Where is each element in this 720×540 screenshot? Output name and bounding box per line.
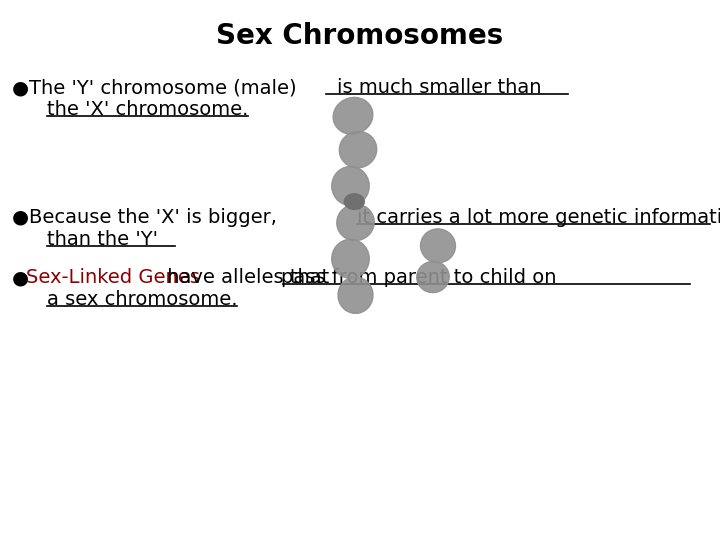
Ellipse shape xyxy=(344,194,364,210)
Text: the 'X' chromosome.: the 'X' chromosome. xyxy=(47,100,248,119)
Ellipse shape xyxy=(333,97,373,134)
Ellipse shape xyxy=(339,131,377,168)
Text: pass from parent to child on: pass from parent to child on xyxy=(281,268,557,287)
Text: ●Because the 'X' is bigger,: ●Because the 'X' is bigger, xyxy=(12,208,283,227)
Text: it carries a lot more genetic information: it carries a lot more genetic informatio… xyxy=(357,208,720,227)
Text: Sex-Linked Genes: Sex-Linked Genes xyxy=(26,268,200,287)
Text: X: X xyxy=(305,158,315,171)
Ellipse shape xyxy=(337,204,374,241)
Text: is much smaller than: is much smaller than xyxy=(337,78,541,97)
Text: ●The 'Y' chromosome (male): ●The 'Y' chromosome (male) xyxy=(12,78,303,97)
Text: than the 'Y': than the 'Y' xyxy=(47,230,158,249)
Ellipse shape xyxy=(338,277,373,313)
Text: ●: ● xyxy=(12,268,29,287)
Ellipse shape xyxy=(332,166,369,206)
Text: Y: Y xyxy=(463,288,472,301)
Ellipse shape xyxy=(417,261,449,293)
Ellipse shape xyxy=(332,239,369,278)
Text: have alleles that: have alleles that xyxy=(161,268,336,287)
Ellipse shape xyxy=(420,229,456,263)
Text: Sex Chromosomes: Sex Chromosomes xyxy=(217,22,503,50)
Text: a sex chromosome.: a sex chromosome. xyxy=(47,290,238,309)
